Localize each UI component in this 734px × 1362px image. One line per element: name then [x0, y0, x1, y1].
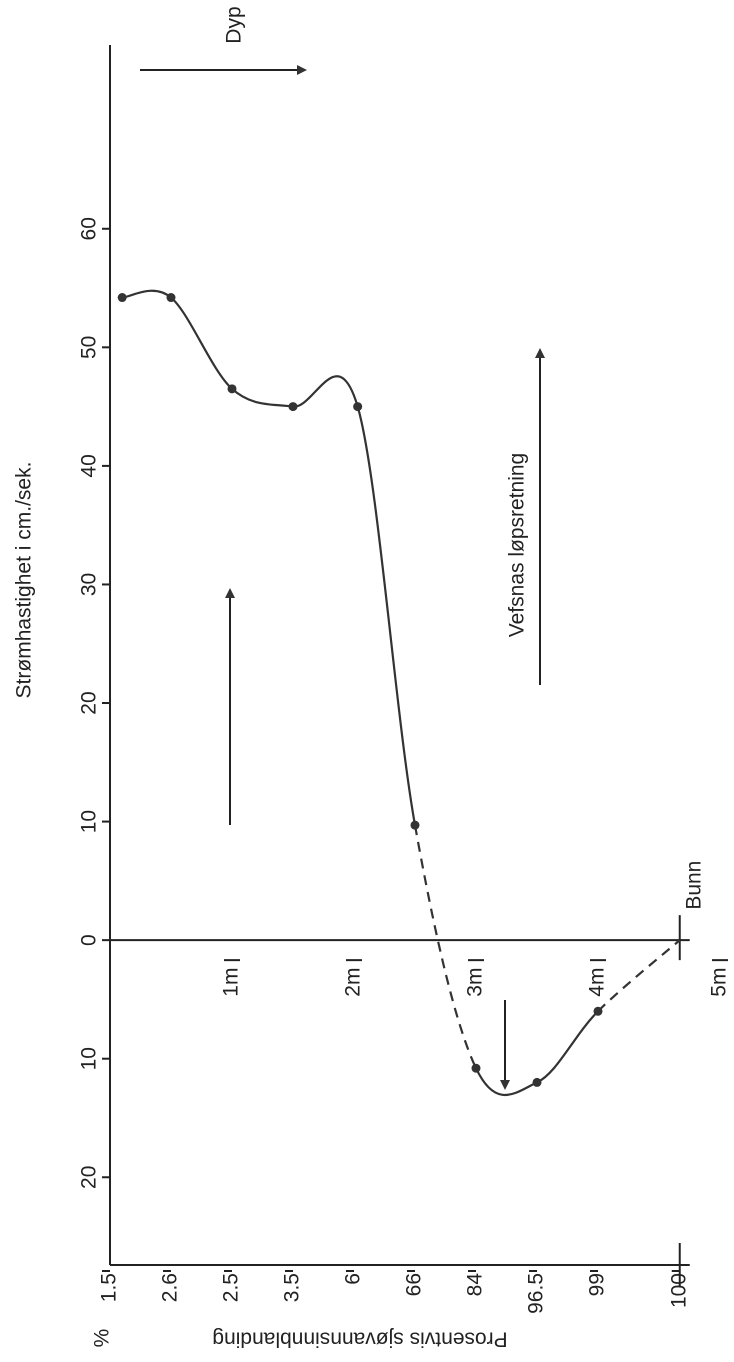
y-tick-label: 0 — [78, 934, 101, 946]
x2-unit: % — [91, 1329, 114, 1348]
x-tick-label: 3m — [464, 968, 487, 997]
x2-tick-label: 3.5 — [281, 1273, 304, 1302]
y-tick-label: 40 — [78, 454, 101, 477]
x-tick-label: 4m — [586, 968, 609, 997]
point — [471, 1063, 481, 1073]
x2-tick-label: 99 — [586, 1273, 609, 1296]
y-tick-label: 30 — [78, 573, 101, 596]
x2-tick-label: 66 — [403, 1273, 426, 1296]
point — [532, 1077, 542, 1087]
y-tick-label: 10 — [78, 810, 101, 833]
line-segment — [356, 406, 417, 826]
x2-axis-title: Prosentvis sjøvannsinnblanding — [212, 1327, 507, 1350]
y-tick-label: 20 — [78, 691, 101, 714]
line-segment — [536, 1010, 599, 1084]
point — [117, 293, 127, 303]
x2-tick-label: 1.5 — [98, 1273, 121, 1302]
x2-tick-label: 2.6 — [159, 1273, 182, 1302]
x2-tick-label: 2.5 — [220, 1273, 243, 1302]
x2-tick-label: 100 — [667, 1273, 690, 1308]
y-tick-label: 60 — [78, 217, 101, 240]
point — [288, 402, 298, 412]
line-segment — [475, 1067, 538, 1097]
point — [410, 820, 420, 830]
line-segment — [413, 824, 477, 1069]
x2-tick-label: 6 — [342, 1273, 365, 1285]
point — [353, 402, 363, 412]
point — [166, 293, 176, 303]
y-axis-title: Strømhastighet i cm./sek. — [13, 462, 36, 699]
line-segment — [122, 289, 172, 299]
x-tick-label: 2m — [342, 968, 365, 997]
line-segment — [597, 939, 681, 1013]
y-tick-label: 10 — [78, 1047, 101, 1070]
line-segment — [231, 388, 294, 408]
y-tick-label: 20 — [78, 1166, 101, 1189]
x-tick-label: 1m — [220, 968, 243, 997]
x2-tick-label: 96.5 — [525, 1273, 548, 1314]
point — [593, 1006, 603, 1016]
x2-tick-label: 84 — [464, 1273, 487, 1297]
point — [227, 384, 237, 394]
x-tick-label: 5m — [708, 968, 731, 997]
annotation: Dyp — [223, 6, 246, 43]
line-segment — [292, 375, 359, 408]
bottom-label: Bunn — [682, 861, 705, 910]
annotation: Vefsnas løpsretning — [506, 453, 529, 637]
line-segment — [170, 296, 233, 390]
y-tick-label: 50 — [78, 336, 101, 359]
